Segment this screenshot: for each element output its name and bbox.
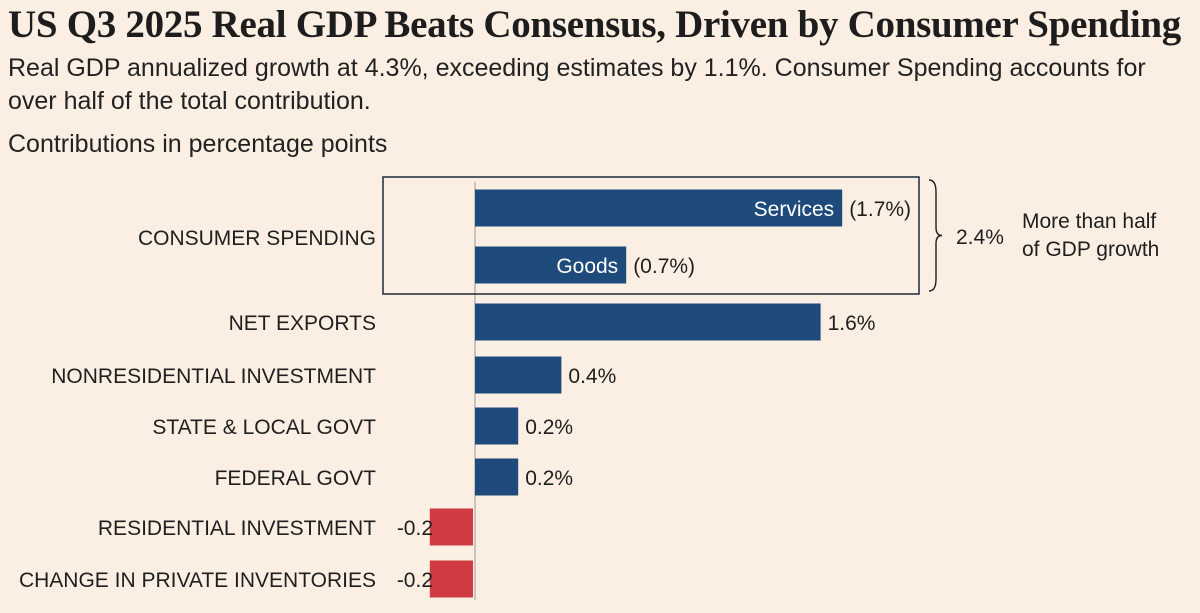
units-label: Contributions in percentage points: [8, 130, 388, 158]
group-total-label: 2.4%: [956, 226, 1004, 249]
bar-state-local-govt: [475, 407, 519, 445]
value-label-goods: (0.7%): [633, 255, 695, 278]
chart-title: US Q3 2025 Real GDP Beats Consensus, Dri…: [8, 3, 1182, 46]
value-label-residential-investment: -0.2: [397, 517, 433, 540]
consumer-spending-highlight-box: [382, 176, 920, 295]
category-label-state-local-govt: STATE & LOCAL GOVT: [152, 416, 376, 439]
bar-goods: [475, 246, 627, 284]
value-label-services: (1.7%): [849, 198, 911, 221]
value-label-change-in-private-inventories: -0.2: [397, 569, 433, 592]
bar-label-services: Services: [754, 198, 835, 221]
category-label-residential-investment: RESIDENTIAL INVESTMENT: [98, 517, 376, 540]
bar-nonresidential-investment: [475, 356, 562, 394]
bar-services: [475, 189, 843, 227]
category-label-net-exports: NET EXPORTS: [229, 312, 376, 335]
bar-residential-investment: [429, 508, 473, 546]
bar-federal-govt: [475, 458, 519, 496]
category-label-change-in-private-inventories: CHANGE IN PRIVATE INVENTORIES: [19, 569, 376, 592]
consumer-spending-brace: [928, 179, 943, 292]
category-label-consumer-spending: CONSUMER SPENDING: [138, 227, 376, 250]
chart-subtitle: Real GDP annualized growth at 4.3%, exce…: [8, 54, 1146, 115]
bar-label-goods: Goods: [556, 255, 618, 278]
bar-change-in-private-inventories: [429, 560, 473, 598]
bar-net-exports: [475, 303, 821, 341]
category-label-federal-govt: FEDERAL GOVT: [215, 467, 377, 490]
group-note-line-1: More than half: [1022, 210, 1156, 233]
value-label-state-local-govt: 0.2%: [525, 416, 573, 439]
value-label-federal-govt: 0.2%: [525, 467, 573, 490]
value-label-net-exports: 1.6%: [828, 312, 876, 335]
category-label-nonresidential-investment: NONRESIDENTIAL INVESTMENT: [51, 365, 376, 388]
group-note-line-2: of GDP growth: [1022, 238, 1159, 261]
value-label-nonresidential-investment: 0.4%: [568, 365, 616, 388]
